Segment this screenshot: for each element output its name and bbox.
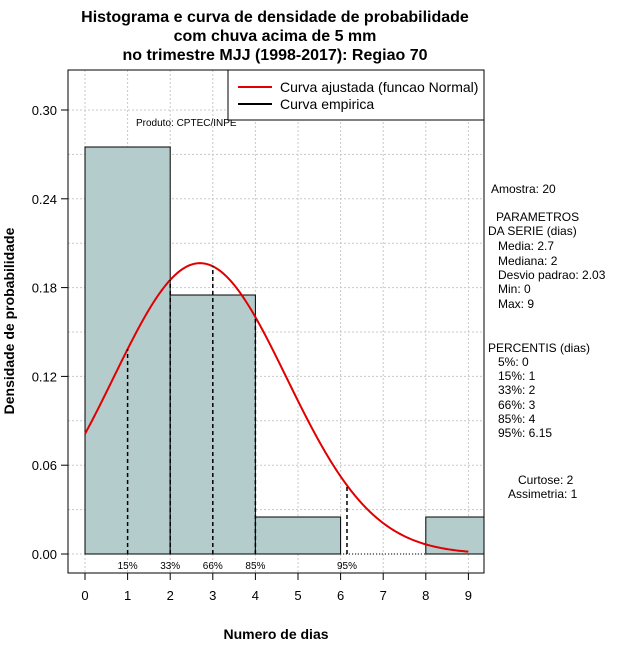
- stat-p33: 33%: 2: [498, 383, 536, 397]
- x-tick-label-3: 3: [209, 588, 216, 603]
- stat-skewness: Assimetria: 1: [508, 487, 578, 501]
- normal-curve-layer: [84, 262, 469, 553]
- stat-max: Max: 9: [498, 297, 534, 311]
- source-note: Produto: CPTEC/INPE: [136, 118, 237, 129]
- y-tick-label-0.24: 0.24: [32, 192, 57, 207]
- histogram-bars: [84, 146, 485, 555]
- legend-entry-fit: Curva ajustada (funcao Normal): [280, 79, 478, 95]
- percentile-label-66: 66%: [203, 561, 223, 572]
- x-tick-label-5: 5: [294, 588, 301, 603]
- x-axis-title: Numero de dias: [223, 626, 328, 642]
- percentile-label-95: 95%: [337, 561, 357, 572]
- x-tick-label-2: 2: [167, 588, 174, 603]
- y-tick-label-0.00: 0.00: [32, 547, 57, 562]
- normal-fit-curve: [84, 262, 469, 553]
- stat-p85: 85%: 4: [498, 412, 536, 426]
- legend-box: [227, 69, 485, 121]
- y-tick-label-0.12: 0.12: [32, 369, 57, 384]
- stat-median: Mediana: 2: [498, 254, 558, 268]
- y-tick-label-0.18: 0.18: [32, 281, 57, 296]
- stat-p15: 15%: 1: [498, 369, 536, 383]
- x-tick-label-0: 0: [81, 588, 88, 603]
- chart-title-line-2: com chuva acima de 5 mm: [174, 28, 377, 45]
- percentile-label-15: 15%: [118, 561, 138, 572]
- histogram-bar-2: [254, 516, 342, 555]
- legend: Curva ajustada (funcao Normal) Curva emp…: [227, 69, 485, 121]
- stat-min: Min: 0: [498, 282, 531, 296]
- stat-p5: 5%: 0: [498, 355, 529, 369]
- x-tick-label-9: 9: [465, 588, 472, 603]
- stat-kurtosis: Curtose: 2: [518, 473, 574, 487]
- y-tick-label-0.30: 0.30: [32, 103, 57, 118]
- stat-p66: 66%: 3: [498, 398, 536, 412]
- legend-entry-empirical: Curva empirica: [280, 96, 374, 112]
- chart-title-line-3: no trimestre MJJ (1998-2017): Regiao 70: [122, 47, 427, 64]
- percentile-lines: 15% 33% 66% 85% 95%: [118, 266, 357, 572]
- stat-params-title-1: PARAMETROS: [496, 210, 579, 224]
- x-tick-label-1: 1: [124, 588, 131, 603]
- percentile-label-85: 85%: [245, 561, 265, 572]
- stat-p95: 95%: 6.15: [498, 426, 552, 440]
- histogram-bar-4: [425, 516, 485, 555]
- chart-title-line-1: Histograma e curva de densidade de proba…: [81, 9, 469, 26]
- stat-mean: Media: 2.7: [498, 239, 554, 253]
- stat-sample: Amostra: 20: [491, 182, 556, 196]
- stat-params-title-2: DA SERIE (dias): [488, 224, 577, 238]
- stats-panel: Amostra: 20 PARAMETROS DA SERIE (dias) M…: [488, 182, 606, 501]
- x-tick-label-4: 4: [252, 588, 259, 603]
- y-axis-title: Densidade de probabilidade: [1, 227, 17, 414]
- y-tick-label-0.06: 0.06: [32, 458, 57, 473]
- x-tick-label-7: 7: [380, 588, 387, 603]
- stat-percentiles-title: PERCENTIS (dias): [488, 341, 590, 355]
- percentile-label-33: 33%: [160, 561, 180, 572]
- x-tick-label-8: 8: [422, 588, 429, 603]
- stat-sd: Desvio padrao: 2.03: [498, 268, 606, 282]
- x-tick-label-6: 6: [337, 588, 344, 603]
